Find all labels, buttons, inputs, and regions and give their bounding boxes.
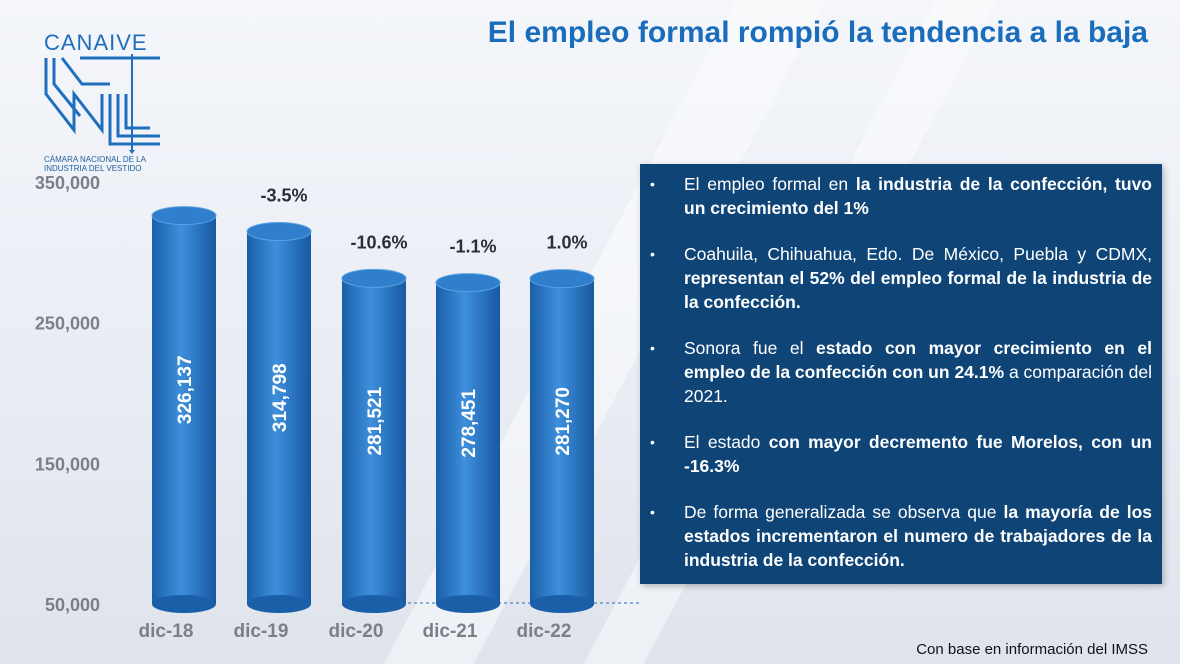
- highlight-text: la industria de la confección, tuvo un c…: [684, 174, 1152, 218]
- bar-top: [341, 268, 407, 288]
- highlight-text: estado con mayor crecimiento en el emple…: [684, 338, 1152, 382]
- highlight-text: con mayor decremento fue Morelos, con un…: [684, 432, 1152, 476]
- bar-value-label: 314,798: [270, 363, 291, 432]
- bar-bottom: [436, 595, 500, 613]
- bar-bottom: [247, 595, 311, 613]
- bar: [342, 278, 406, 604]
- highlight-text: De forma generalizada se observa que: [684, 502, 1004, 522]
- employment-bar-chart: 350,000 250,000 150,000 50,000 326,137 314,7…: [35, 173, 640, 642]
- x-tick-label: dic-19: [234, 621, 289, 642]
- y-tick-label: 350,000: [35, 173, 100, 193]
- change-label: -10.6%: [350, 232, 407, 252]
- change-label: -3.5%: [260, 186, 307, 206]
- bar-bottom: [152, 595, 216, 613]
- highlight-text: representan el 52% del empleo formal de …: [684, 268, 1152, 312]
- bar-value-label: 281,270: [553, 387, 574, 456]
- bar-top: [151, 206, 217, 226]
- highlight-text: El estado: [684, 432, 769, 452]
- x-tick-label: dic-18: [139, 621, 194, 642]
- highlights-list: El empleo formal en la industria de la c…: [640, 164, 1162, 572]
- highlight-text: a comparación del 2021.: [684, 362, 1152, 406]
- bar-value-label: 326,137: [175, 355, 196, 424]
- bar-bottom: [530, 595, 594, 613]
- bar-bottom: [342, 595, 406, 613]
- y-tick-label: 250,000: [35, 314, 100, 334]
- y-tick-label: 150,000: [35, 454, 100, 474]
- highlight-text: Coahuila, Chihuahua, Edo. De México, Pue…: [684, 244, 1152, 264]
- y-tick-label: 50,000: [45, 595, 100, 615]
- bar-top: [529, 269, 595, 289]
- bar-value-label: 281,521: [365, 386, 386, 455]
- highlight-text: la mayoría de los estados incrementaron …: [684, 502, 1152, 570]
- source-note: Con base en información del IMSS: [916, 641, 1148, 658]
- x-tick-label: dic-20: [329, 621, 384, 642]
- bar: [530, 278, 594, 604]
- highlights-panel: El empleo formal en la industria de la c…: [640, 164, 1162, 584]
- change-label: 1.0%: [546, 233, 587, 253]
- logo-emblem: [44, 54, 160, 154]
- x-tick-label: dic-22: [517, 621, 572, 642]
- bar: [152, 215, 216, 604]
- logo-wordmark: CANAIVE: [44, 30, 148, 55]
- highlight-text: El empleo formal en: [684, 174, 856, 194]
- canaive-logo: CANAIVE CÁMARA NACIONAL DE LA INDUSTRIA …: [40, 30, 170, 173]
- highlight-item: Sonora fue el estado con mayor crecimien…: [640, 336, 1152, 408]
- bar: [247, 231, 311, 604]
- highlight-item: El empleo formal en la industria de la c…: [640, 172, 1152, 220]
- highlight-text: Sonora fue el: [684, 338, 816, 358]
- bar: [436, 282, 500, 604]
- bar-top: [435, 273, 501, 293]
- highlight-item: Coahuila, Chihuahua, Edo. De México, Pue…: [640, 242, 1152, 314]
- logo-subtitle: CÁMARA NACIONAL DE LA INDUSTRIA DEL VEST…: [44, 155, 146, 173]
- bar-top: [246, 222, 312, 242]
- highlight-item: El estado con mayor decremento fue Morel…: [640, 430, 1152, 478]
- bar-value-label: 278,451: [459, 389, 480, 458]
- page-title: El empleo formal rompió la tendencia a l…: [487, 16, 1148, 49]
- change-label: -1.1%: [449, 237, 496, 257]
- x-tick-label: dic-21: [423, 621, 478, 642]
- highlight-item: De forma generalizada se observa que la …: [640, 500, 1152, 572]
